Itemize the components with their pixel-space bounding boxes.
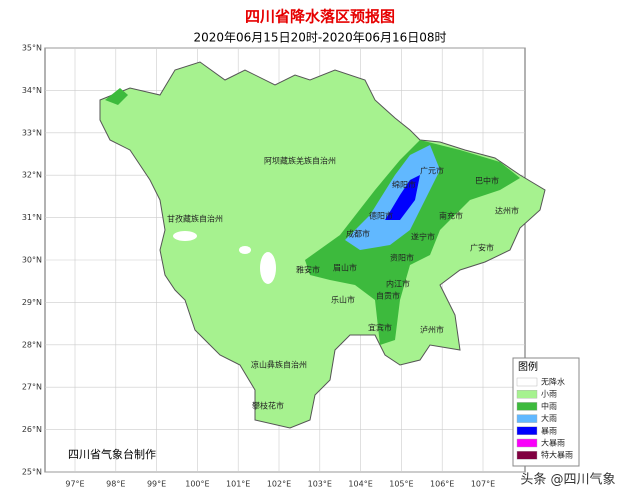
city-label: 资阳市 xyxy=(390,253,414,263)
city-label: 南充市 xyxy=(439,211,463,221)
legend-box xyxy=(512,357,580,467)
lon-label: 101°E xyxy=(226,480,250,489)
city-label: 成都市 xyxy=(346,229,370,239)
lat-label: 27°N xyxy=(22,383,42,392)
lat-label: 26°N xyxy=(22,425,42,434)
lat-label: 33°N xyxy=(22,128,42,137)
lat-label: 30°N xyxy=(22,256,42,265)
legend-swatch xyxy=(516,451,538,460)
credit: 四川省气象台制作 xyxy=(68,447,156,461)
city-label: 巴中市 xyxy=(475,176,499,186)
legend-label: 暴雨 xyxy=(541,426,557,435)
city-label: 德阳市 xyxy=(369,211,393,221)
lon-label: 97°E xyxy=(65,480,84,489)
subtitle: 2020年06月15日20时-2020年06月16日08时 xyxy=(193,31,446,45)
legend-label: 大雨 xyxy=(541,413,557,423)
city-label: 达州市 xyxy=(495,206,519,216)
lon-label: 98°E xyxy=(106,480,125,489)
lat-label: 25°N xyxy=(22,468,42,477)
legend-swatch xyxy=(516,390,538,399)
city-label: 乐山市 xyxy=(331,295,355,305)
lon-label: 105°E xyxy=(389,480,413,489)
city-label: 凉山彝族自治州 xyxy=(251,360,307,370)
watermark: 头条 @四川气象 xyxy=(520,472,615,488)
rainstorm xyxy=(385,175,420,220)
legend-swatch xyxy=(516,414,538,423)
no-rain-patch xyxy=(239,246,251,254)
legend-label: 大暴雨 xyxy=(541,438,565,448)
legend-label: 无降水 xyxy=(541,377,565,387)
lon-label: 103°E xyxy=(308,480,332,489)
lat-label: 28°N xyxy=(22,340,42,349)
title: 四川省降水落区预报图 xyxy=(245,8,395,26)
lat-label: 34°N xyxy=(22,86,42,95)
city-label: 阿坝藏族羌族自治州 xyxy=(264,156,336,166)
lon-label: 102°E xyxy=(267,480,291,489)
city-label: 遂宁市 xyxy=(411,232,435,242)
legend-label: 特大暴雨 xyxy=(541,450,573,460)
city-label: 雅安市 xyxy=(296,265,320,275)
city-label: 广元市 xyxy=(420,166,444,176)
lon-label: 100°E xyxy=(185,480,209,489)
legend-swatch xyxy=(516,377,538,387)
heavy-rain xyxy=(345,145,440,250)
moderate-rain xyxy=(305,140,520,345)
legend-title: 图例 xyxy=(518,360,538,373)
lat-label: 35°N xyxy=(22,44,42,53)
lat-label: 31°N xyxy=(22,213,42,222)
city-label: 泸州市 xyxy=(420,325,444,335)
city-label: 攀枝花市 xyxy=(252,401,284,411)
city-label: 甘孜藏族自治州 xyxy=(167,214,223,224)
legend-swatch xyxy=(516,402,538,411)
lon-label: 104°E xyxy=(348,480,372,489)
legend-swatch xyxy=(516,426,538,435)
lon-label: 106°E xyxy=(430,480,454,489)
legend-swatch xyxy=(516,438,538,448)
city-label: 自贡市 xyxy=(376,291,400,301)
lat-label: 32°N xyxy=(22,171,42,180)
city-label: 眉山市 xyxy=(333,263,357,273)
no-rain-patch xyxy=(173,231,197,241)
legend-label: 小雨 xyxy=(541,390,557,399)
city-label: 内江市 xyxy=(386,279,410,289)
moderate-rain xyxy=(105,88,128,105)
city-label: 宜宾市 xyxy=(368,323,392,333)
city-label: 绵阳市 xyxy=(392,180,416,190)
lat-label: 29°N xyxy=(22,298,42,307)
lon-label: 107°E xyxy=(471,480,495,489)
city-label: 广安市 xyxy=(470,243,494,253)
legend-label: 中雨 xyxy=(541,401,557,411)
lon-label: 99°E xyxy=(147,480,166,489)
no-rain-patch xyxy=(260,252,276,284)
